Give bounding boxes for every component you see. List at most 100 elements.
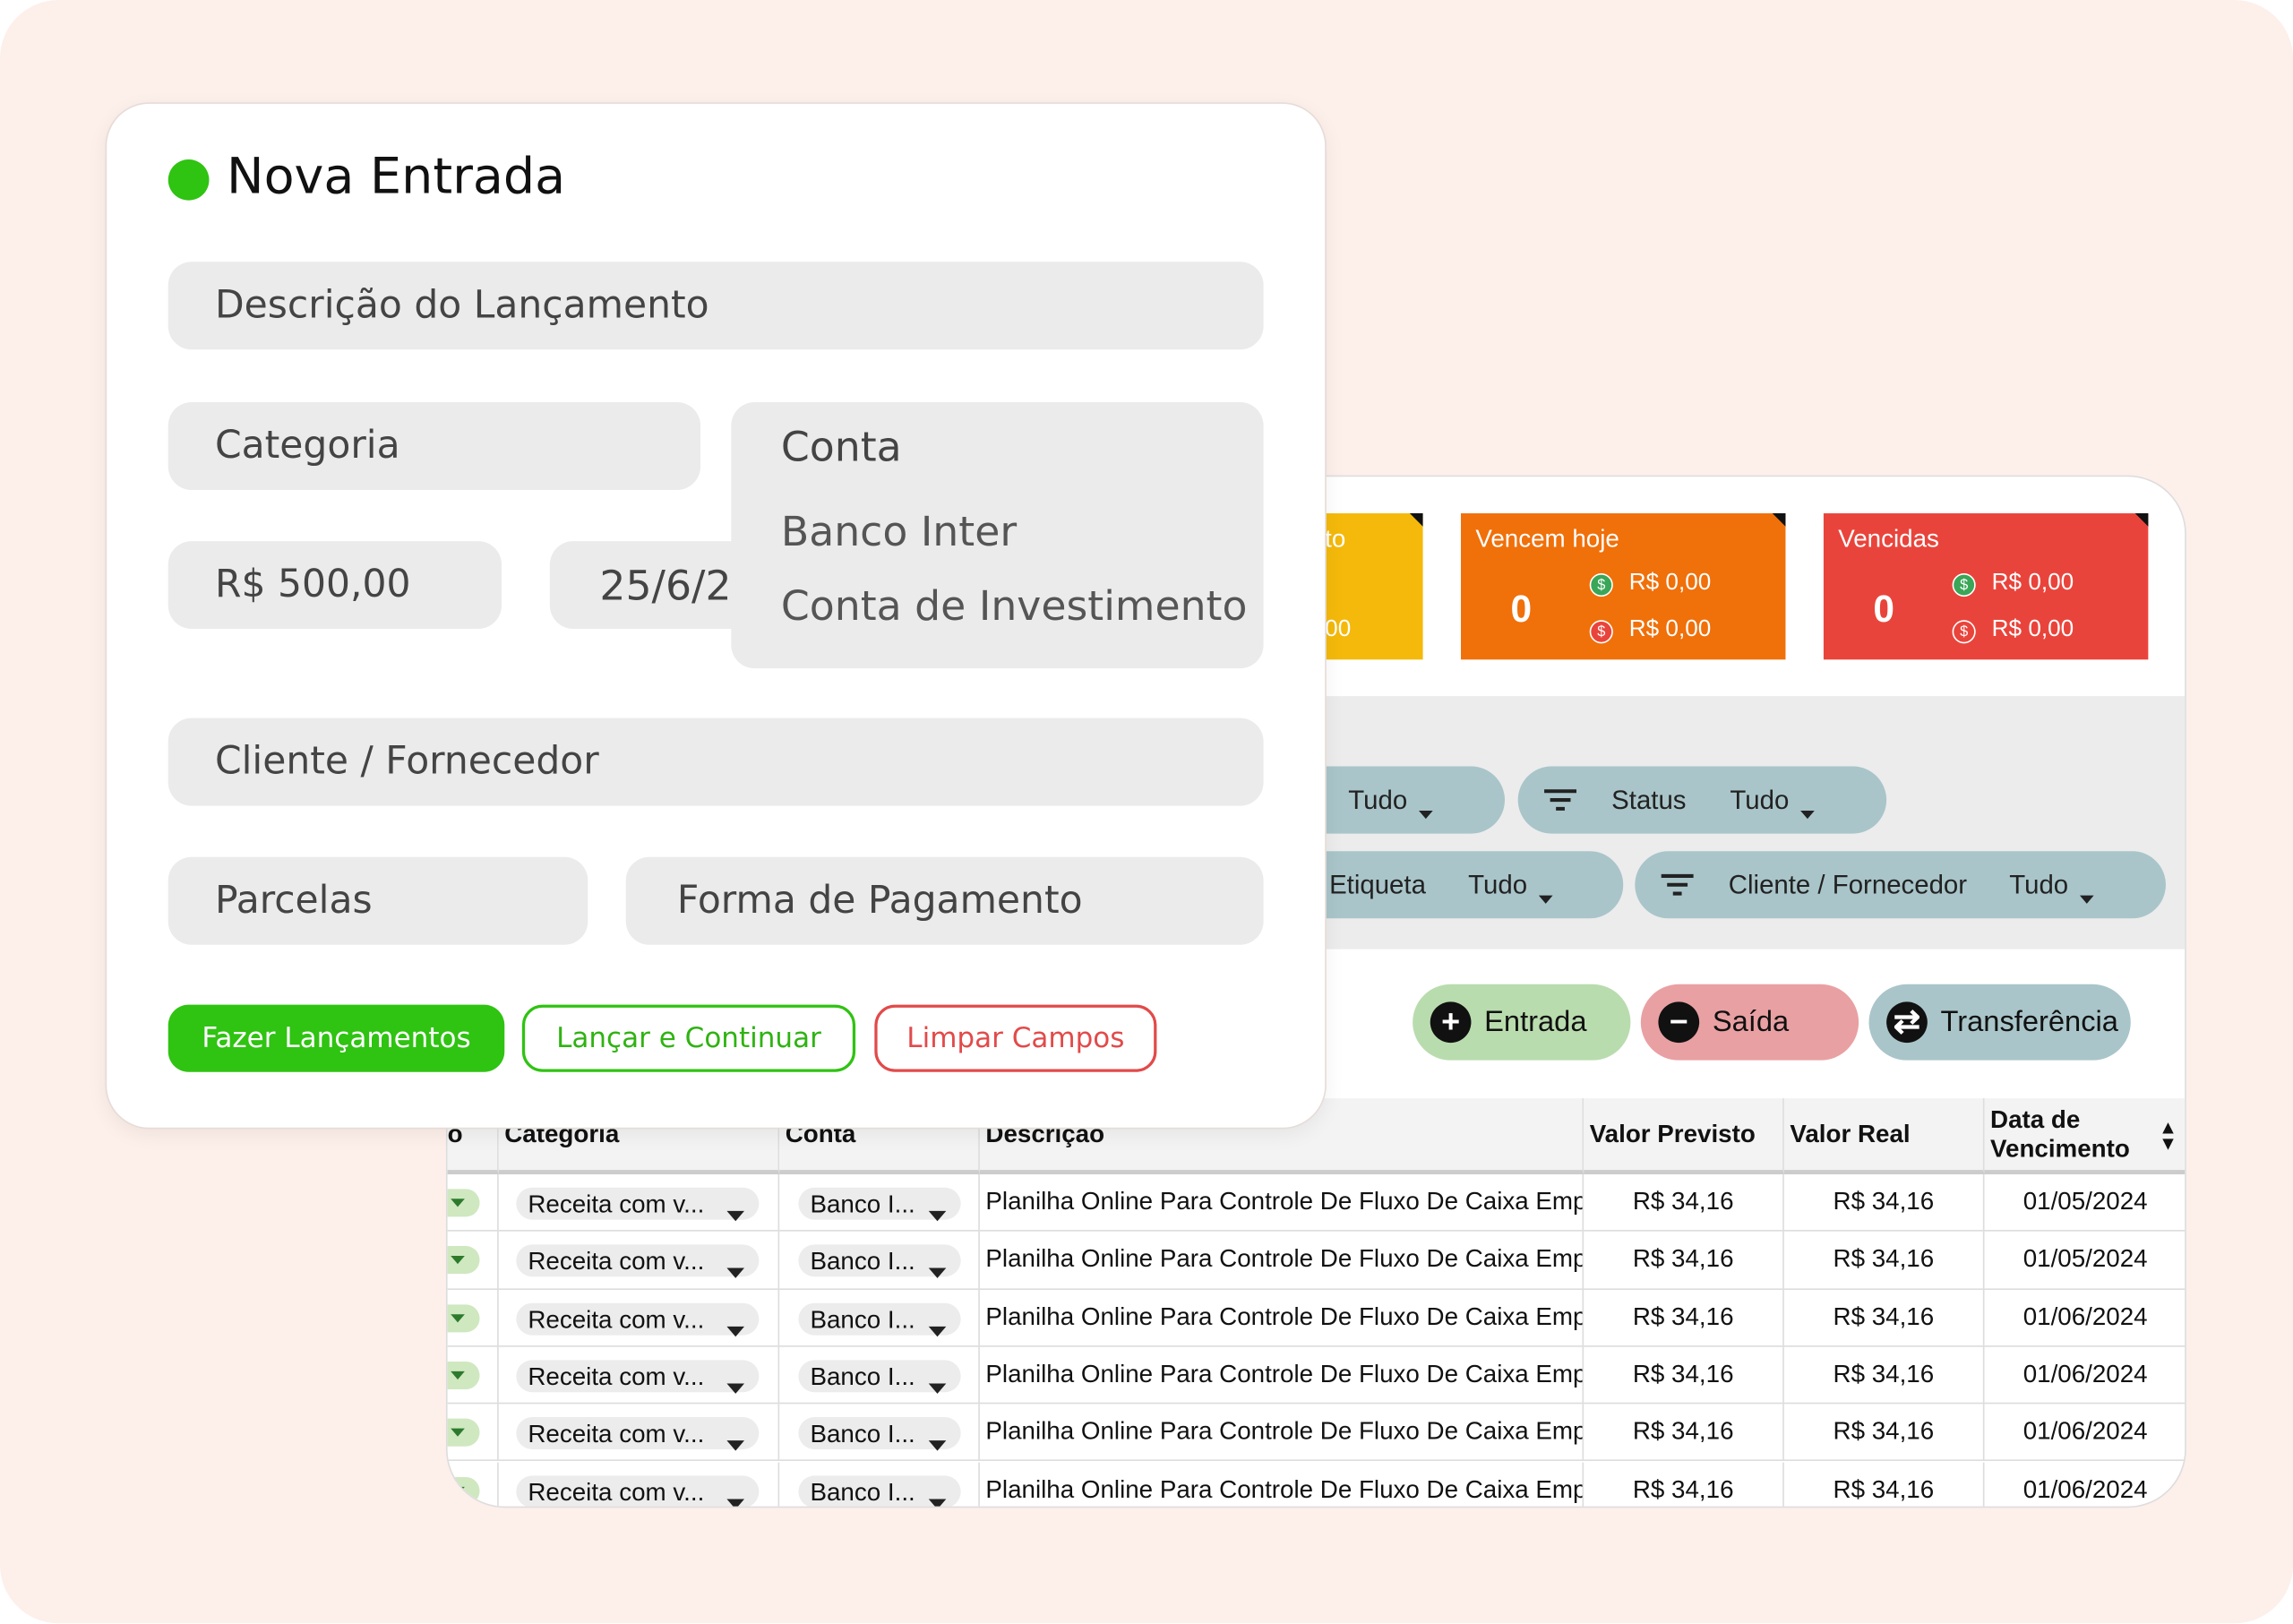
card-title: Vencidas <box>1838 525 1939 554</box>
status-pill[interactable] <box>447 1418 480 1447</box>
clear-button[interactable]: Limpar Campos <box>874 1004 1157 1072</box>
category-select[interactable]: Receita com v... <box>516 1302 760 1336</box>
table-cell: Planilha Online Para Controle De Fluxo D… <box>979 1404 1584 1462</box>
dropdown-caret <box>928 1199 947 1229</box>
category-select[interactable]: Receita com v... <box>516 1417 760 1451</box>
cell-text: 01/06/2024 <box>2022 1302 2148 1331</box>
action-button[interactable]: − Saída <box>1640 984 1859 1061</box>
header-text: Valor Real <box>1790 1119 1911 1147</box>
payment-field[interactable]: Forma de Pagamento <box>625 856 1264 945</box>
select-value: Receita com v... <box>528 1248 705 1276</box>
amount-field[interactable]: R$ 500,00 <box>167 541 502 630</box>
money-icon: $ <box>1952 572 1976 597</box>
cell-text: R$ 34,16 <box>1833 1187 1935 1216</box>
dropdown-caret <box>726 1257 745 1286</box>
account-select[interactable]: Banco I... <box>798 1244 961 1279</box>
filter-pill[interactable]: Etiqueta Tudo <box>1288 851 1624 919</box>
status-dot <box>167 159 210 201</box>
cell-text: 01/06/2024 <box>2022 1360 2148 1388</box>
table-cell: Banco I... <box>779 1289 980 1347</box>
dropdown-caret <box>726 1487 745 1507</box>
cell-text: R$ 34,16 <box>1833 1360 1935 1388</box>
category-select[interactable]: Receita com v... <box>516 1244 760 1279</box>
status-pill[interactable] <box>447 1303 480 1332</box>
table-cell: R$ 34,16 <box>1584 1174 1784 1233</box>
account-select[interactable]: Banco I... <box>798 1417 961 1451</box>
account-select[interactable]: Banco I... <box>798 1187 961 1222</box>
table-cell: Planilha Online Para Controle De Fluxo D… <box>979 1232 1584 1290</box>
cell-text: R$ 34,16 <box>1632 1360 1734 1388</box>
table-cell: 01/06/2024 <box>1984 1405 2186 1462</box>
status-pill[interactable] <box>447 1361 480 1389</box>
table-header: Data de Vencimento ▲ ▼ <box>1984 1098 2186 1175</box>
select-value: Receita com v... <box>528 1305 705 1334</box>
cell-text: R$ 34,16 <box>1632 1417 1734 1446</box>
action-icon: + <box>1430 1001 1472 1044</box>
submit-button[interactable]: Fazer Lançamentos <box>167 1004 505 1072</box>
filter-label: Status <box>1611 785 1687 815</box>
cell-text: R$ 34,16 <box>1632 1474 1734 1503</box>
action-button[interactable]: ⇄ Transferência <box>1868 984 2131 1061</box>
action-icon: − <box>1658 1001 1700 1044</box>
table-cell: R$ 34,16 <box>1584 1346 1784 1405</box>
card-count: 0 <box>1873 586 1895 631</box>
account-option[interactable]: Banco Inter <box>780 507 1018 556</box>
cell-text: Planilha Online Para Controle De Fluxo D… <box>985 1187 1584 1216</box>
money-icon: $ <box>1589 572 1613 597</box>
dropdown-caret <box>928 1314 947 1344</box>
dropdown-caret <box>726 1371 745 1401</box>
table-cell: Planilha Online Para Controle De Fluxo D… <box>979 1346 1584 1405</box>
cell-text: R$ 34,16 <box>1632 1187 1734 1216</box>
card-value: R$ 0,00 <box>1628 616 1712 642</box>
category-select[interactable]: Receita com v... <box>516 1360 760 1394</box>
account-select[interactable]: Banco I... <box>798 1474 961 1507</box>
cell-text: R$ 34,16 <box>1833 1417 1935 1446</box>
money-icon: $ <box>1589 620 1613 644</box>
filter-icon <box>1660 872 1695 906</box>
header-text: Data de Vencimento <box>1990 1104 2130 1163</box>
status-pill[interactable] <box>447 1476 480 1505</box>
summary-card: to 00 <box>1288 513 1423 660</box>
continue-button[interactable]: Lançar e Continuar <box>521 1004 856 1072</box>
table-cell: Receita com v... <box>498 1289 780 1347</box>
entry-form: Nova Entrada Descrição do Lançamento Cat… <box>105 102 1327 1130</box>
filter-value: Tudo <box>1730 785 1790 815</box>
status-pill[interactable] <box>447 1189 480 1217</box>
action-button[interactable]: + Entrada <box>1413 984 1631 1061</box>
dropdown-caret <box>726 1429 745 1458</box>
filter-pill[interactable]: Cliente / Fornecedor Tudo <box>1635 851 2166 919</box>
dropdown-caret <box>726 1314 745 1344</box>
account-select[interactable]: Banco I... <box>798 1360 961 1394</box>
status-pill[interactable] <box>447 1246 480 1275</box>
category-select[interactable]: Receita com v... <box>516 1187 760 1222</box>
table-cell: R$ 34,16 <box>1584 1404 1784 1462</box>
card-value: 00 <box>1325 616 1352 642</box>
account-label: Conta <box>780 422 902 471</box>
table-cell: 01/05/2024 <box>1984 1174 2186 1233</box>
filter-value: Tudo <box>2009 870 2069 900</box>
description-field[interactable]: Descrição do Lançamento <box>167 262 1264 350</box>
category-select[interactable]: Receita com v... <box>516 1474 760 1507</box>
table-cell: R$ 34,16 <box>1584 1461 1784 1507</box>
dropdown-caret <box>1538 885 1553 909</box>
table-cell: R$ 34,16 <box>1783 1289 1985 1347</box>
cell-text: R$ 34,16 <box>1833 1474 1935 1503</box>
client-field[interactable]: Cliente / Fornecedor <box>167 717 1264 806</box>
select-value: Banco I... <box>810 1477 915 1506</box>
table-cell: Planilha Online Para Controle De Fluxo D… <box>979 1174 1584 1233</box>
table-cell: R$ 34,16 <box>1783 1174 1985 1233</box>
card-value: R$ 0,00 <box>1628 570 1712 596</box>
sort-icon[interactable]: ▲ ▼ <box>2158 1115 2178 1155</box>
account-option[interactable]: Conta de Investimento <box>780 581 1248 631</box>
account-dropdown[interactable]: Conta Banco Inter Conta de Investimento <box>731 401 1264 669</box>
cell-text: R$ 34,16 <box>1632 1302 1734 1331</box>
table-cell: Receita com v... <box>499 1461 780 1507</box>
table-cell: R$ 34,16 <box>1783 1232 1985 1290</box>
filter-pill[interactable]: Status Tudo <box>1517 766 1887 834</box>
dropdown-caret <box>928 1487 947 1507</box>
category-field[interactable]: Categoria <box>167 401 701 490</box>
account-select[interactable]: Banco I... <box>798 1302 961 1336</box>
installments-field[interactable]: Parcelas <box>167 856 588 945</box>
table-cell: Banco I... <box>779 1174 980 1233</box>
